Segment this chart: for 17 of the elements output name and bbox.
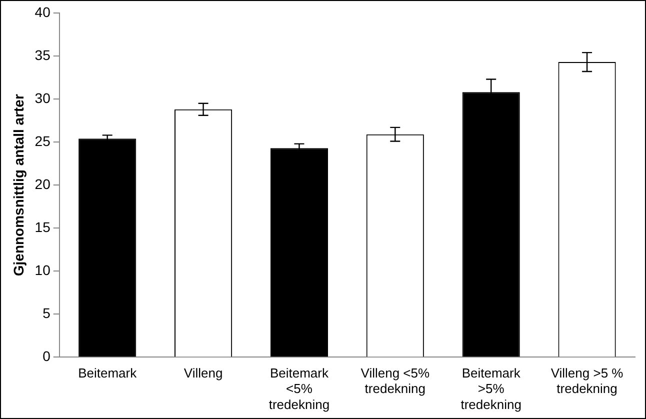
y-tick-label: 20 xyxy=(34,176,51,192)
y-tick-label: 0 xyxy=(42,348,51,364)
y-tick-label: 10 xyxy=(34,262,51,278)
x-tick-label: Beitemark xyxy=(78,366,138,381)
x-tick-label: Beitemark <5% tredekning xyxy=(268,366,330,412)
x-tick-label: Beitemark >5% tredekning xyxy=(460,366,522,412)
y-tick-label: 25 xyxy=(34,132,51,149)
bar xyxy=(78,138,136,357)
x-tick-label: Villeng xyxy=(184,366,223,381)
x-tick-label: Villeng <5% tredekning xyxy=(360,366,430,396)
x-tick-label: Villeng >5 % tredekning xyxy=(550,366,624,396)
y-tick-label: 30 xyxy=(34,90,51,106)
y-tick-label: 40 xyxy=(34,4,51,20)
y-axis-title: Gjennomsnittlig antall arter xyxy=(10,94,26,276)
y-tick-label: 5 xyxy=(42,305,51,322)
y-tick-label: 15 xyxy=(34,218,51,235)
y-tick-label: 35 xyxy=(34,46,51,63)
